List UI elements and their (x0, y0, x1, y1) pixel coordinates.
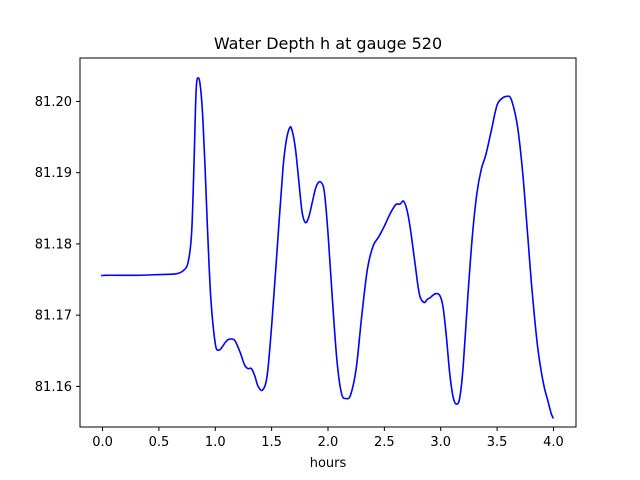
y-tick-label: 81.19 (35, 166, 72, 181)
plot-frame (79, 57, 577, 428)
x-tick-label: 3.5 (487, 435, 508, 450)
x-tick-label: 2.5 (374, 435, 395, 450)
chart-title: Water Depth h at gauge 520 (214, 34, 442, 53)
y-tick-label: 81.16 (35, 380, 72, 395)
y-axis-ticks: 81.16 81.17 81.18 81.19 81.20 (35, 95, 80, 395)
y-tick-label: 81.17 (35, 309, 72, 324)
y-tick-label: 81.18 (35, 237, 72, 252)
x-axis-label: hours (310, 456, 347, 471)
plot-series (100, 77, 555, 419)
series-line-0 (100, 77, 555, 419)
x-axis-ticks: 0.0 0.5 1.0 1.5 2.0 2.5 3.0 3.5 4.0 (92, 427, 564, 450)
x-tick-label: 2.0 (318, 435, 339, 450)
x-tick-label: 0.0 (92, 435, 113, 450)
x-tick-label: 4.0 (543, 435, 564, 450)
x-tick-label: 1.0 (205, 435, 226, 450)
x-tick-label: 1.5 (261, 435, 282, 450)
x-tick-label: 3.0 (430, 435, 451, 450)
x-tick-label: 0.5 (149, 435, 170, 450)
y-tick-label: 81.20 (35, 95, 72, 110)
